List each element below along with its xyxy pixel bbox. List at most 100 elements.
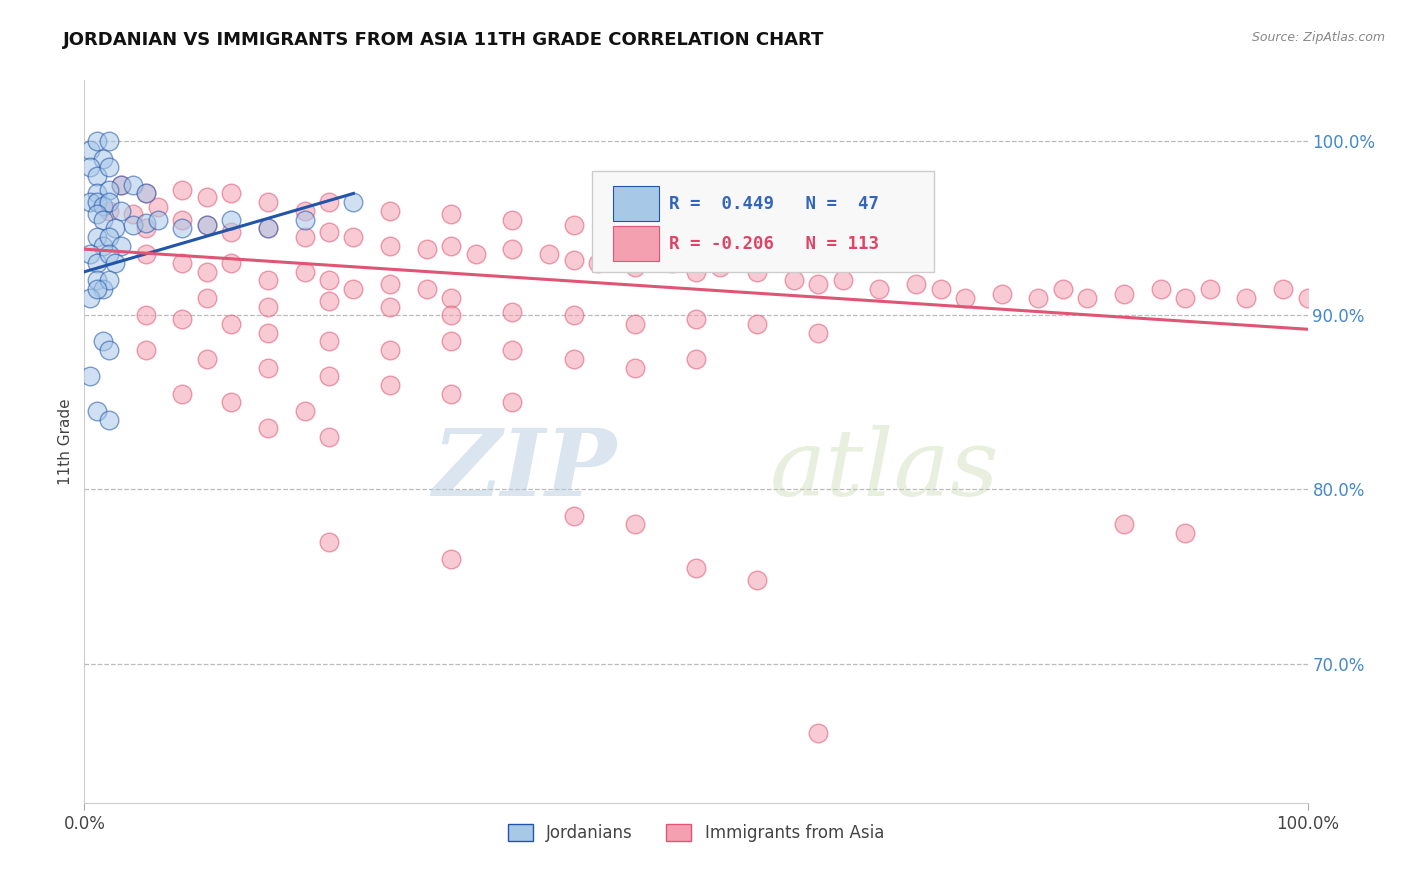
Point — [440, 207, 463, 221]
Point — [97, 203, 120, 218]
Point — [1150, 282, 1173, 296]
Point — [97, 195, 120, 210]
Point — [97, 183, 120, 197]
Point — [685, 351, 707, 366]
Point — [146, 200, 169, 214]
Point — [79, 195, 101, 210]
Point — [195, 218, 218, 232]
Point — [294, 265, 316, 279]
Point — [110, 238, 132, 252]
Point — [562, 252, 585, 267]
Point — [79, 161, 101, 175]
Point — [195, 218, 218, 232]
Point — [97, 134, 120, 148]
Point — [91, 282, 114, 296]
Point — [685, 265, 707, 279]
Point — [294, 230, 316, 244]
Point — [146, 212, 169, 227]
Point — [91, 334, 114, 349]
Point — [416, 282, 439, 296]
Point — [97, 247, 120, 261]
Point — [440, 291, 463, 305]
Point — [219, 225, 242, 239]
Text: atlas: atlas — [769, 425, 998, 516]
Point — [86, 186, 108, 201]
Point — [685, 561, 707, 575]
Point — [1076, 291, 1098, 305]
Point — [122, 178, 145, 192]
Point — [79, 143, 101, 157]
Point — [86, 404, 108, 418]
Point — [110, 178, 132, 192]
Point — [122, 207, 145, 221]
Point — [91, 199, 114, 213]
Point — [97, 343, 120, 358]
Point — [79, 291, 101, 305]
Point — [1114, 517, 1136, 532]
Point — [97, 161, 120, 175]
Point — [624, 360, 647, 375]
Point — [1236, 291, 1258, 305]
Point — [195, 190, 218, 204]
Point — [783, 273, 806, 287]
Point — [905, 277, 928, 291]
Point — [172, 256, 194, 270]
Point — [502, 242, 524, 256]
Point — [685, 311, 707, 326]
Point — [86, 273, 108, 287]
Point — [416, 242, 439, 256]
Point — [104, 256, 127, 270]
Point — [1272, 282, 1295, 296]
Point — [219, 395, 242, 409]
Point — [953, 291, 976, 305]
Bar — [613, 227, 659, 260]
Point — [172, 386, 194, 401]
Point — [135, 216, 157, 230]
Point — [318, 195, 340, 210]
Point — [502, 305, 524, 319]
Point — [380, 378, 402, 392]
Point — [747, 317, 769, 331]
Point — [91, 152, 114, 166]
Point — [257, 195, 280, 210]
Point — [807, 726, 830, 740]
Point — [318, 334, 340, 349]
Point — [91, 238, 114, 252]
Point — [86, 195, 108, 210]
Point — [195, 265, 218, 279]
Point — [831, 273, 853, 287]
Point — [538, 247, 561, 261]
Point — [624, 221, 647, 235]
Point — [342, 282, 364, 296]
Point — [86, 282, 108, 296]
Point — [440, 308, 463, 322]
Point — [86, 169, 108, 183]
Text: ZIP: ZIP — [432, 425, 616, 516]
Point — [661, 256, 683, 270]
Point — [79, 247, 101, 261]
Point — [172, 221, 194, 235]
Point — [135, 343, 157, 358]
Point — [86, 230, 108, 244]
Point — [195, 351, 218, 366]
Point — [1028, 291, 1050, 305]
Point — [97, 413, 120, 427]
Point — [502, 212, 524, 227]
Point — [172, 212, 194, 227]
Point — [219, 317, 242, 331]
Point — [464, 247, 486, 261]
Point — [97, 230, 120, 244]
Point — [1296, 291, 1319, 305]
Legend: Jordanians, Immigrants from Asia: Jordanians, Immigrants from Asia — [502, 817, 890, 848]
Text: R = -0.206   N = 113: R = -0.206 N = 113 — [669, 235, 879, 252]
Point — [91, 212, 114, 227]
Point — [624, 317, 647, 331]
Point — [172, 311, 194, 326]
Point — [135, 308, 157, 322]
Text: JORDANIAN VS IMMIGRANTS FROM ASIA 11TH GRADE CORRELATION CHART: JORDANIAN VS IMMIGRANTS FROM ASIA 11TH G… — [63, 31, 825, 49]
Point — [1198, 282, 1220, 296]
Point — [318, 430, 340, 444]
Point — [86, 134, 108, 148]
Point — [807, 326, 830, 340]
Point — [294, 212, 316, 227]
